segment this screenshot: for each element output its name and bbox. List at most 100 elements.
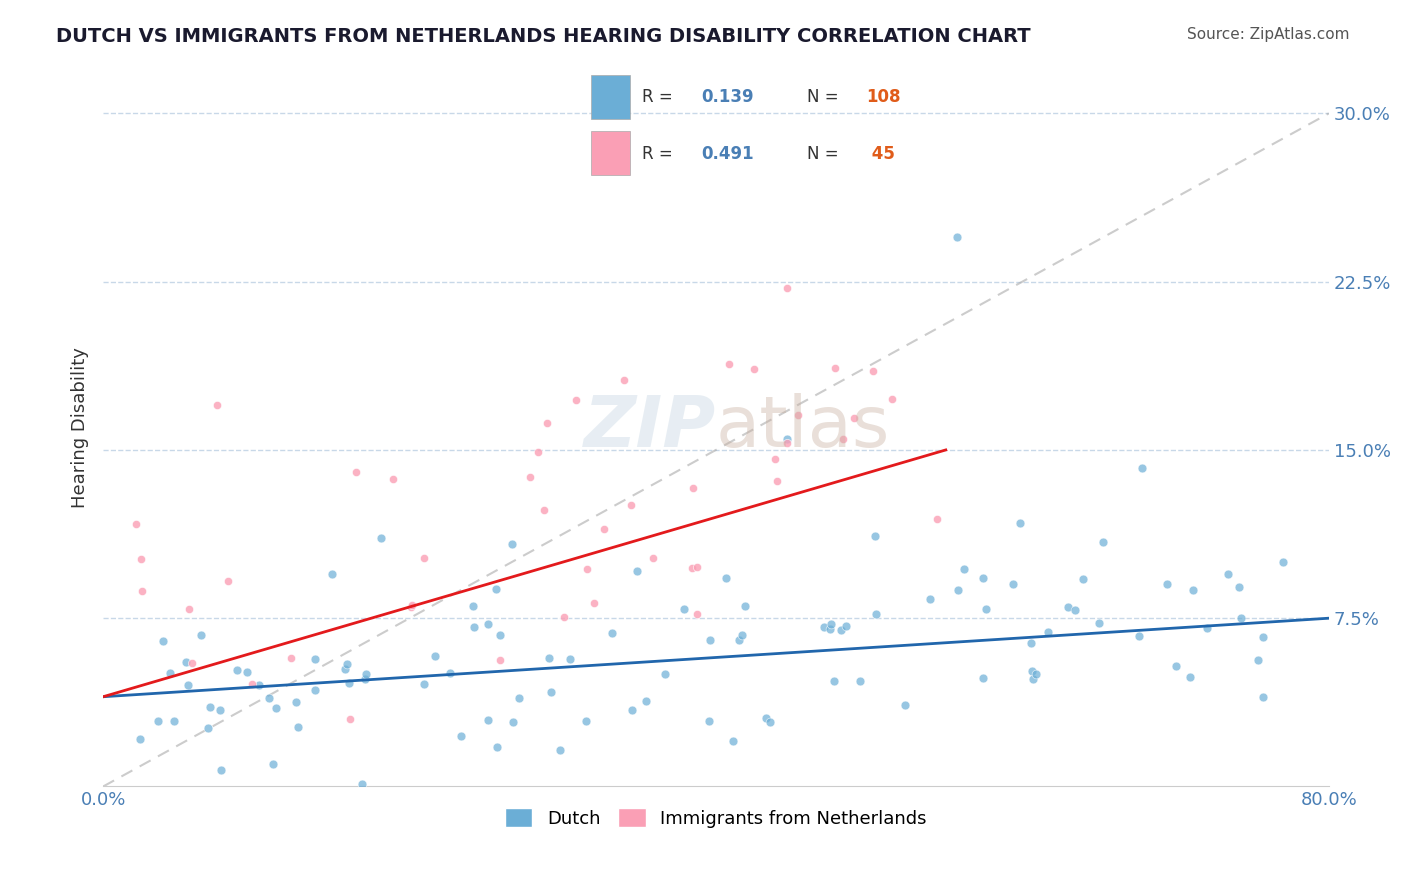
Point xyxy=(626,564,648,578)
Point xyxy=(339,712,361,726)
Point xyxy=(1036,624,1059,639)
Point xyxy=(177,678,200,692)
Point xyxy=(1092,535,1115,549)
Point xyxy=(350,777,373,791)
Point xyxy=(463,620,485,634)
Point xyxy=(163,714,186,729)
Point xyxy=(280,651,302,665)
Point xyxy=(830,623,852,637)
Text: N =: N = xyxy=(807,88,844,106)
Point xyxy=(863,528,886,542)
Point xyxy=(848,674,870,689)
Point xyxy=(927,512,949,526)
Point xyxy=(1064,603,1087,617)
Point xyxy=(620,498,643,512)
Y-axis label: Hearing Disability: Hearing Disability xyxy=(72,347,89,508)
Point xyxy=(835,619,858,633)
Point xyxy=(972,672,994,686)
Point xyxy=(179,602,201,616)
Text: 0.139: 0.139 xyxy=(700,88,754,106)
Point xyxy=(1216,567,1239,582)
Point xyxy=(558,651,581,665)
Point xyxy=(1128,629,1150,643)
Point xyxy=(731,628,754,642)
Point xyxy=(766,475,789,489)
Point xyxy=(1021,664,1043,678)
Point xyxy=(146,714,169,728)
Point xyxy=(721,734,744,748)
Point xyxy=(718,357,741,371)
Point xyxy=(131,583,153,598)
Text: 0.491: 0.491 xyxy=(700,145,754,162)
Legend: Dutch, Immigrants from Netherlands: Dutch, Immigrants from Netherlands xyxy=(498,801,934,835)
Point xyxy=(152,634,174,648)
Text: R =: R = xyxy=(641,145,678,162)
Point xyxy=(620,703,643,717)
Point xyxy=(485,739,508,754)
Point xyxy=(948,582,970,597)
Point xyxy=(257,690,280,705)
Point xyxy=(264,700,287,714)
Point xyxy=(519,470,541,484)
Point xyxy=(208,703,231,717)
Point xyxy=(686,559,709,574)
Point xyxy=(176,655,198,669)
Point xyxy=(488,628,510,642)
Point xyxy=(304,683,326,698)
Point xyxy=(508,691,530,706)
Point xyxy=(413,550,436,565)
Point xyxy=(865,607,887,621)
Point xyxy=(550,743,572,757)
Text: 45: 45 xyxy=(866,145,896,162)
Point xyxy=(209,763,232,777)
Point xyxy=(734,599,756,613)
Point xyxy=(198,700,221,714)
Point xyxy=(236,665,259,679)
FancyBboxPatch shape xyxy=(591,75,630,119)
Point xyxy=(862,364,884,378)
Point xyxy=(681,561,703,575)
Point xyxy=(540,685,562,699)
Point xyxy=(953,562,976,576)
Point xyxy=(818,623,841,637)
Point xyxy=(1271,555,1294,569)
Point xyxy=(823,674,845,689)
Point xyxy=(1247,653,1270,667)
Point xyxy=(401,598,423,612)
Point xyxy=(742,362,765,376)
Point xyxy=(755,710,778,724)
Text: N =: N = xyxy=(807,145,844,162)
Point xyxy=(593,522,616,536)
Point xyxy=(600,626,623,640)
Point xyxy=(1197,622,1219,636)
Point xyxy=(643,551,665,566)
Point xyxy=(575,714,598,728)
Point xyxy=(129,552,152,566)
Point xyxy=(354,672,377,686)
Point xyxy=(728,632,751,647)
Point xyxy=(423,648,446,663)
Point xyxy=(225,663,247,677)
Point xyxy=(190,628,212,642)
Point xyxy=(682,481,704,495)
Point xyxy=(564,392,586,407)
Point xyxy=(824,360,846,375)
Point xyxy=(159,666,181,681)
Text: ZIP: ZIP xyxy=(583,393,716,462)
Point xyxy=(304,651,326,665)
Point xyxy=(461,599,484,613)
Point xyxy=(413,677,436,691)
Point xyxy=(972,571,994,585)
Point xyxy=(488,653,510,667)
Point xyxy=(1227,580,1250,594)
Point xyxy=(354,667,377,681)
Point xyxy=(813,620,835,634)
Point xyxy=(786,408,808,422)
Point xyxy=(1008,516,1031,531)
Point xyxy=(181,657,204,671)
Point xyxy=(820,617,842,632)
Point xyxy=(714,571,737,585)
Point xyxy=(477,713,499,727)
Point xyxy=(1071,572,1094,586)
Point xyxy=(1021,635,1043,649)
